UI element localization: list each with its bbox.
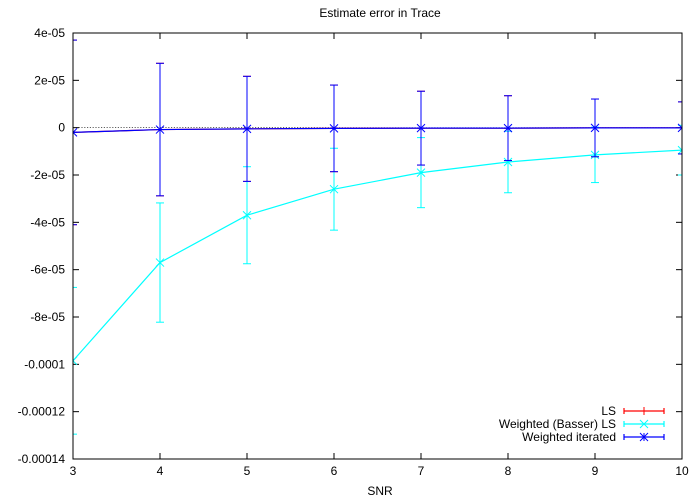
legend-marker [639,419,649,429]
data-point [677,123,682,133]
chart-title: Estimate error in Trace [319,6,441,20]
legend-label: Weighted (Basser) LS [499,417,616,431]
x-tick-label: 3 [70,464,77,478]
legend-item: LS [601,404,665,418]
series-1 [73,124,682,435]
y-tick-label: 4e-05 [34,26,65,40]
y-tick-label: 0 [58,121,65,135]
data-point [155,258,165,267]
data-point [155,125,165,134]
data-point [503,157,513,167]
series-line [73,127,682,133]
data-point [73,356,78,366]
legend-label: LS [601,404,616,418]
legend-marker [640,407,648,415]
legend-item: Weighted (Basser) LS [499,417,665,431]
x-tick-label: 4 [157,464,164,478]
x-tick-label: 10 [675,464,689,478]
data-point [677,145,682,155]
y-tick-label: 2e-05 [34,73,65,87]
y-tick-label: -0.00014 [18,452,66,466]
data-point [73,128,78,137]
data-point [590,123,600,133]
legend-label: Weighted iterated [522,430,616,444]
plot-area: 4e-05 2e-05 0 -2e-05 -4e-05 -6e-05 -8e-05 -0.00… [18,26,689,478]
y-tick-label: -4e-05 [30,215,65,229]
data-point [416,123,426,133]
series-layer [73,39,682,435]
x-tick-label: 8 [505,464,512,478]
series-line [73,149,682,362]
data-point [242,124,252,134]
x-axis-label: SNR [367,484,393,498]
x-tick-label: 9 [592,464,599,478]
x-tick-label: 5 [244,464,251,478]
error-bar [678,101,682,155]
x-tick-label: 7 [418,464,425,478]
error-bar [73,286,77,435]
data-point [329,124,339,133]
y-tick-label: -2e-05 [30,168,65,182]
legend-marker [639,432,649,442]
y-tick-label: -8e-05 [30,310,65,324]
y-tick-label: -0.0001 [24,357,65,371]
data-point [242,210,252,220]
series-0 [73,39,682,226]
legend-item: Weighted iterated [522,430,665,444]
error-bar [73,39,77,226]
y-tick-label: -0.00012 [18,405,66,419]
data-point [416,168,426,177]
x-tick-label: 6 [331,464,338,478]
plot-frame [72,32,683,460]
data-point [503,123,513,133]
y-tick-label: -6e-05 [30,263,65,277]
series-2 [73,39,682,226]
data-point [329,184,339,194]
